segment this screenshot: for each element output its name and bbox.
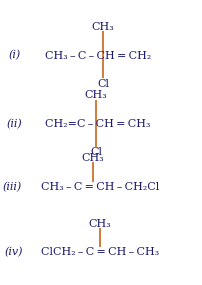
Text: ClCH₂ – C = CH – CH₃: ClCH₂ – C = CH – CH₃	[40, 247, 158, 257]
Text: CH₃: CH₃	[88, 219, 111, 229]
Text: CH₃: CH₃	[84, 90, 107, 101]
Text: CH₃: CH₃	[81, 153, 104, 163]
Text: CH₃: CH₃	[91, 22, 114, 32]
Text: (i): (i)	[8, 50, 20, 61]
Text: (ii): (ii)	[6, 119, 22, 129]
Text: CH₂=C – CH = CH₃: CH₂=C – CH = CH₃	[44, 119, 149, 129]
Text: CH₃ – C – CH = CH₂: CH₃ – C – CH = CH₂	[44, 50, 150, 61]
Text: (iii): (iii)	[2, 182, 21, 192]
Text: Cl: Cl	[97, 79, 109, 89]
Text: (iv): (iv)	[4, 247, 22, 257]
Text: Cl: Cl	[89, 147, 102, 158]
Text: CH₃ – C = CH – CH₂Cl: CH₃ – C = CH – CH₂Cl	[40, 182, 158, 192]
